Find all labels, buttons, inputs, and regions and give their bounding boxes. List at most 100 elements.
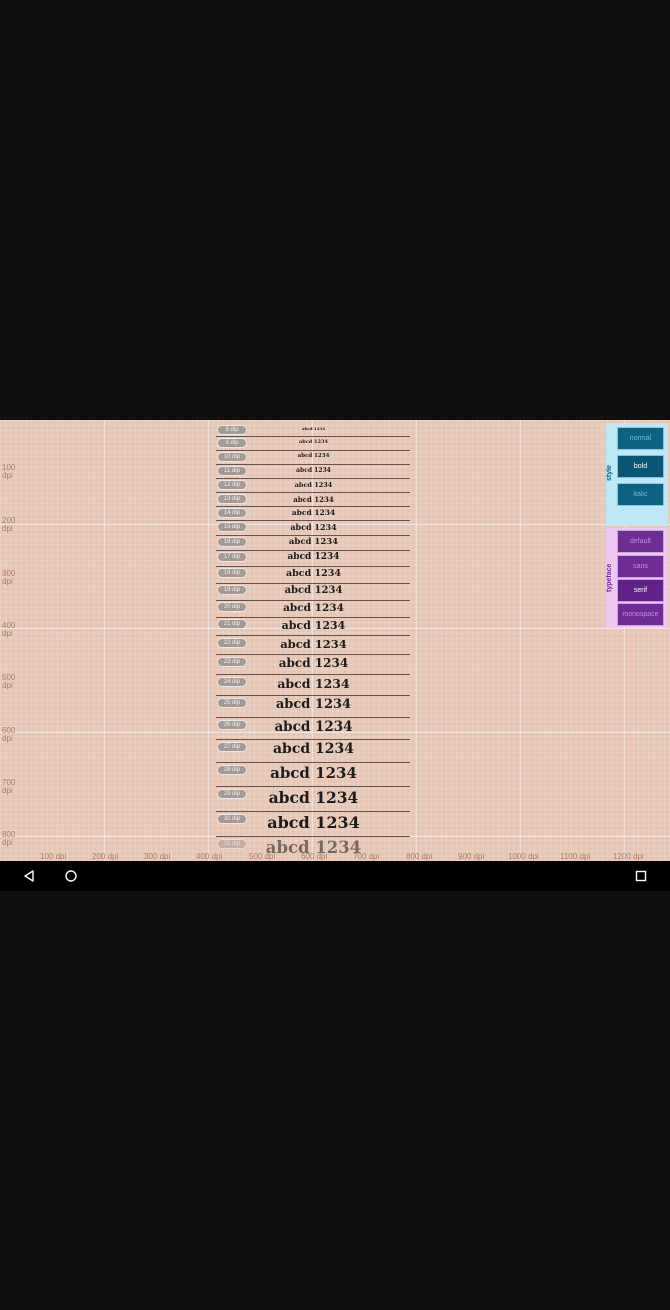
y-ruler-label: 200 dpi [2,516,16,533]
row-divider [216,617,410,618]
x-ruler-label: 100 dpi [40,852,67,861]
recents-square-icon[interactable] [634,869,648,883]
sample-row: 13 dip abcd 1234 [216,493,410,507]
typeface-serif-button[interactable]: serif [617,579,664,602]
y-ruler-label: 800 dpi [2,830,16,847]
y-ruler-label: 300 dpi [2,569,16,586]
sample-text: abcd 1234 [294,481,333,489]
sample-text: abcd 1234 [291,508,336,517]
sample-text: abcd 1234 [281,619,346,632]
row-divider [216,635,410,636]
dip-label: 13 dip [217,494,247,504]
sample-text: abcd 1234 [278,656,349,670]
x-ruler-label: 500 dpi [249,852,276,861]
grid-line [520,420,521,861]
sample-row: 11 dip abcd 1234 [216,465,410,479]
x-ruler-label: 300 dpi [144,852,171,861]
sample-text: abcd 1234 [265,838,362,857]
sample-row: 27 dip abcd 1234 [216,740,410,763]
sample-row: 26 dip abcd 1234 [216,718,410,740]
grid-line [208,420,209,861]
dip-label: 19 dip [217,585,247,595]
row-divider [216,550,410,551]
grid-line [0,524,670,525]
sample-row: 23 dip abcd 1234 [216,655,410,675]
typeface-sans-button[interactable]: sans [617,555,664,578]
font-sample-screen: 100 dpi 200 dpi 300 dpi 400 dpi 500 dpi 600 dp… [0,420,670,861]
dip-label: 29 dip [217,789,247,799]
row-divider [216,506,410,507]
sample-row: 21 dip abcd 1234 [216,618,410,636]
grid-line [416,420,417,861]
sample-text: abcd 1234 [268,788,359,807]
dip-label: 27 dip [217,742,247,752]
sample-row: 18 dip abcd 1234 [216,567,410,584]
typeface-default-button[interactable]: default [617,530,664,553]
sample-row: 16 dip abcd 1234 [216,536,410,551]
style-normal-button[interactable]: normal [617,427,664,450]
sample-row: 14 dip abcd 1234 [216,507,410,521]
sample-text: abcd 1234 [297,453,330,459]
dip-label: 17 dip [217,552,247,562]
sample-text: abcd 1234 [284,585,343,596]
sample-row: 25 dip abcd 1234 [216,696,410,718]
row-divider [216,464,410,465]
y-ruler-label: 500 dpi [2,673,16,690]
typeface-group: typeface default sans serif monospace [606,528,668,628]
y-ruler-label: 700 dpi [2,778,16,795]
dip-label: 11 dip [217,466,247,476]
sample-text: abcd 1234 [290,522,337,532]
grid-line [104,420,105,861]
dip-label: 20 dip [217,602,247,612]
x-ruler-label: 800 dpi [406,852,433,861]
home-circle-icon[interactable] [64,869,78,883]
dip-label: 12 dip [217,480,247,490]
row-divider [216,717,410,718]
sample-row: 12 dip abcd 1234 [216,479,410,493]
sample-text: abcd 1234 [283,602,344,614]
sample-text: abcd 1234 [270,764,357,782]
row-divider [216,739,410,740]
dip-label: 25 dip [217,698,247,708]
dip-label: 21 dip [217,619,247,629]
dip-label: 26 dip [217,720,247,730]
sample-text: abcd 1234 [275,697,352,712]
typeface-monospace-button[interactable]: monospace [617,603,664,626]
sample-text: abcd 1234 [299,439,328,445]
back-triangle-icon[interactable] [22,869,36,883]
dip-label: 22 dip [217,638,247,648]
dip-label: 16 dip [217,537,247,547]
style-group: style normal bold italic [606,423,668,526]
grid-line [0,732,670,733]
row-divider [216,811,410,812]
sample-text: abcd 1234 [287,552,340,562]
dip-label: 10 dip [217,452,247,462]
sample-row: 30 dip abcd 1234 [216,812,410,837]
row-divider [216,674,410,675]
row-divider [216,566,410,567]
sample-text: abcd 1234 [272,741,354,757]
options-panel: style normal bold italic typeface defaul… [606,423,670,629]
sample-row: 17 dip abcd 1234 [216,551,410,567]
style-bold-button[interactable]: bold [617,455,664,478]
row-divider [216,492,410,493]
grid-line [0,628,670,629]
x-ruler-label: 900 dpi [458,852,485,861]
dip-label: 14 dip [217,508,247,518]
grid-line [312,420,313,861]
row-divider [216,786,410,787]
sample-text: abcd 1234 [301,426,326,431]
dip-label: 8 dip [217,425,247,435]
dip-label: 28 dip [217,765,247,775]
sample-text: abcd 1234 [293,495,334,504]
row-divider [216,600,410,601]
dip-label: 15 dip [217,522,247,532]
row-divider [216,583,410,584]
sample-row: 19 dip abcd 1234 [216,584,410,601]
x-ruler-label: 200 dpi [92,852,119,861]
x-ruler-label: 1100 dpi [560,852,591,861]
sample-text: abcd 1234 [280,637,347,651]
row-divider [216,450,410,451]
style-italic-button[interactable]: italic [617,483,664,506]
sample-row: 28 dip abcd 1234 [216,763,410,787]
